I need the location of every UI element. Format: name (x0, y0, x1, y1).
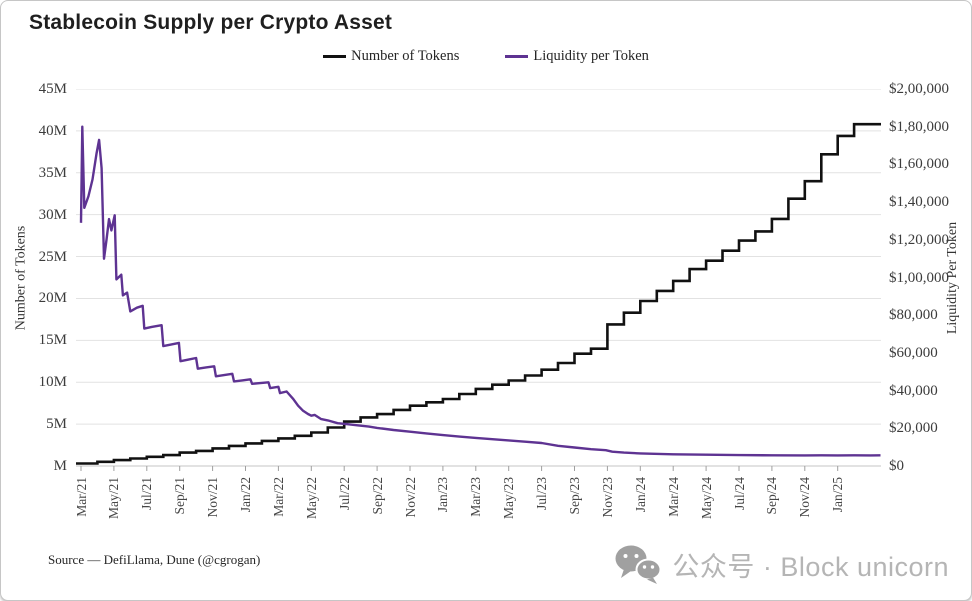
legend-label: Number of Tokens (351, 48, 460, 64)
watermark-text: 公众号 · Block unicorn (672, 551, 949, 582)
x-axis-label: Mar/24 (665, 477, 681, 517)
y-axis-label-left: 25M (38, 248, 67, 265)
x-axis-label: Mar/23 (468, 477, 484, 517)
x-axis-label: May/22 (303, 477, 319, 519)
x-axis-label: Nov/22 (402, 477, 418, 518)
y-axis-label-right: $1,40,000 (889, 194, 949, 211)
chart-plot (76, 89, 881, 471)
x-axis-label: Jul/21 (139, 477, 155, 511)
x-axis-label: Nov/23 (599, 477, 615, 518)
x-axis-label: Jul/23 (534, 477, 550, 511)
x-axis-label: Sep/22 (369, 477, 385, 515)
x-axis-label: Nov/24 (797, 477, 813, 518)
x-axis-label: Mar/22 (270, 477, 286, 517)
legend: Number of Tokens Liquidity per Token (1, 48, 971, 65)
y-axis-label-left: 35M (38, 164, 67, 181)
x-axis-label: Jul/22 (336, 477, 352, 511)
x-axis-label: Sep/23 (567, 477, 582, 515)
y-axis-label-left: 20M (38, 290, 67, 307)
y-axis-label-right: $60,000 (889, 344, 938, 361)
y-axis-label-left: 45M (38, 81, 67, 97)
x-axis-label: Sep/21 (172, 477, 188, 515)
x-axis-label: May/21 (106, 477, 122, 519)
y-axis-label-left: 15M (38, 332, 67, 349)
x-axis-label: May/23 (501, 477, 517, 519)
legend-swatch-black-line-icon (323, 55, 347, 58)
y-axis-label-left: 30M (38, 206, 67, 223)
page-title: Stablecoin Supply per Crypto Asset (29, 11, 393, 34)
legend-item-liquidity-per-token: Liquidity per Token (505, 48, 649, 65)
x-axis-label: Jul/24 (731, 477, 747, 511)
series-number-of-tokens (76, 122, 881, 465)
y-axis-label-right: $2,00,000 (889, 81, 949, 97)
y-axis-label-right: $20,000 (889, 420, 938, 437)
legend-item-number-of-tokens: Number of Tokens (323, 48, 459, 65)
legend-label: Liquidity per Token (533, 48, 649, 64)
y-axis-label-right: $80,000 (889, 307, 938, 324)
y-axis-label-right: $0 (889, 458, 904, 474)
source-note: Source — DefiLlama, Dune (@cgrogan) (48, 552, 261, 567)
x-axis-label: May/24 (698, 477, 714, 519)
legend-swatch-purple-line-icon (505, 55, 529, 58)
x-axis-label: Mar/21 (73, 477, 89, 517)
x-axis-label: Nov/21 (205, 477, 221, 518)
wechat-icon (615, 545, 662, 584)
y-axis-label-right: $1,60,000 (889, 156, 949, 173)
y-axis-label-right: $1,80,000 (889, 118, 949, 135)
y-axis-label-left: 40M (38, 122, 67, 139)
y-axis-label-right: $1,00,000 (889, 269, 949, 286)
y-axis-label-left: 10M (38, 374, 67, 391)
y-axis-label-right: $40,000 (889, 382, 938, 399)
x-axis-label: Jan/23 (435, 477, 451, 513)
y-axis-label-left: 5M (46, 416, 67, 433)
watermark: 公众号 · Block unicorn (614, 544, 949, 584)
x-axis-label: Jan/24 (632, 477, 648, 513)
series-liquidity-per-token (79, 125, 881, 457)
x-axis-label: Sep/24 (764, 477, 780, 515)
left-axis-title: Number of Tokens (13, 225, 28, 330)
x-axis-label: Jan/25 (830, 477, 846, 513)
x-axis-label: Jan/22 (238, 477, 253, 513)
left-axis-title-wrap: Number of Tokens (1, 89, 41, 466)
y-axis-label-right: $1,20,000 (889, 231, 949, 248)
y-axis-label-left: M (53, 458, 67, 474)
